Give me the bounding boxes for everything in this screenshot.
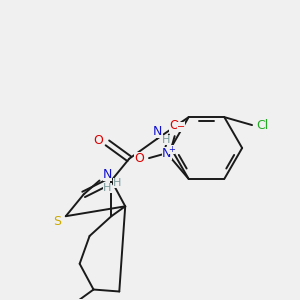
Text: N: N [103,168,112,181]
Text: N: N [162,147,172,160]
Text: O: O [169,119,179,132]
Text: Cl: Cl [256,118,268,132]
Text: H: H [162,135,170,145]
Text: −: − [177,122,185,132]
Text: H: H [113,178,122,188]
Text: O: O [134,152,144,165]
Text: O: O [94,134,103,147]
Text: S: S [53,215,61,228]
Text: N: N [153,125,163,139]
Text: H: H [103,184,112,194]
Text: +: + [168,145,175,154]
